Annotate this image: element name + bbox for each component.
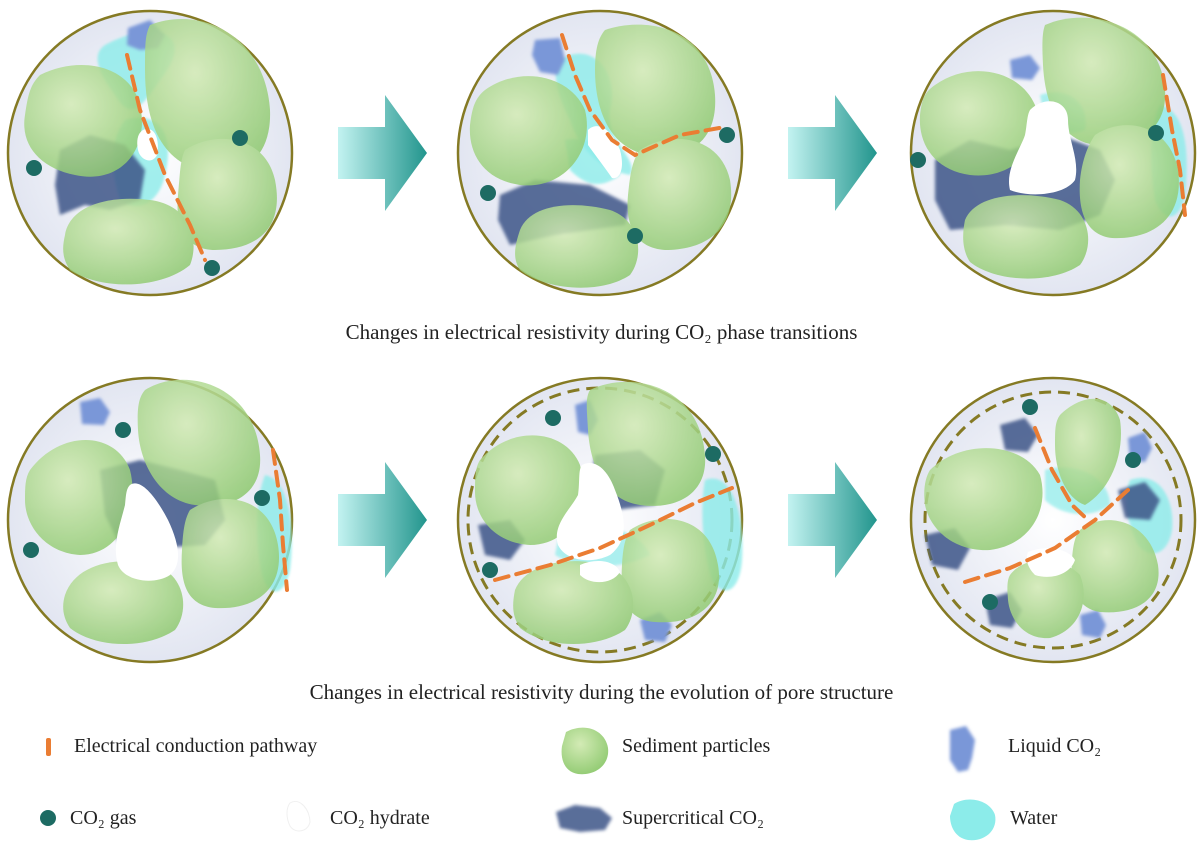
conduction-pathway (125, 53, 207, 262)
legend-hydrate-icon (286, 801, 311, 832)
sediment-particles (924, 398, 1159, 639)
arrow-right-icon (338, 462, 427, 578)
liquid-co2-blob (80, 398, 110, 425)
legend-gas-icon (40, 810, 56, 826)
co2-gas-dots (910, 125, 1164, 168)
conduction-pathway (1161, 73, 1187, 217)
co2-hydrate-pore (556, 462, 624, 561)
co2-hydrate-pore (137, 129, 158, 161)
caption-pore-structure: Changes in electrical resistivity during… (309, 680, 894, 704)
sediment-particles (919, 17, 1179, 279)
liquid-co2-blob (1080, 610, 1106, 638)
legend-sediment-label: Sediment particles (622, 735, 771, 757)
liquid-co2-blob (532, 38, 565, 75)
legend-supercritical-label: Supercritical CO₂ (622, 807, 764, 829)
dashed-pore-boundary (923, 390, 1183, 650)
conduction-pathway (493, 486, 734, 582)
conduction-pathway (271, 448, 289, 592)
liquid-co2-blob (1010, 55, 1040, 80)
sediment-particles (24, 18, 277, 285)
legend-pathway-icon (46, 738, 51, 756)
pore-circle-bottom-1 (6, 376, 294, 664)
legend-gas-label: CO₂ gas (70, 807, 137, 829)
co2-gas-dots (982, 399, 1141, 610)
caption-phase-transitions: Changes in electrical resistivity during… (345, 320, 858, 344)
sediment-particles (469, 24, 732, 288)
co2-gas-dots (26, 130, 248, 276)
co2-hydrate-pore (580, 560, 620, 583)
co2-hydrate-pore (115, 483, 179, 581)
supercritical-co2-blob (1000, 418, 1038, 452)
arrow-right-icon (788, 462, 877, 578)
co2-gas-dots (482, 410, 721, 578)
legend (40, 726, 996, 841)
legend-liquid-icon (950, 726, 975, 772)
arrow-right-icon (788, 95, 877, 211)
legend-pathway-label: Electrical conduction pathway (74, 735, 318, 757)
legend-supercritical-icon (556, 805, 612, 832)
pore-circle-top-1 (6, 9, 294, 297)
conduction-pathway (560, 33, 727, 158)
pore-circle-bottom-3 (909, 376, 1197, 664)
co2-hydrate-pore (1008, 101, 1077, 195)
co2-gas-dots (23, 422, 270, 558)
conduction-pathway (963, 488, 1130, 584)
pore-circle-top-2 (456, 9, 744, 297)
legend-liquid-label: Liquid CO₂ (1008, 735, 1102, 757)
legend-hydrate-label: CO₂ hydrate (330, 807, 430, 829)
pore-circle-top-3 (909, 9, 1197, 297)
legend-sediment-icon (561, 727, 609, 775)
arrow-right-icon (338, 95, 427, 211)
legend-water-icon (950, 799, 996, 841)
sediment-particles (25, 379, 280, 645)
conduction-pathway (1033, 426, 1090, 522)
pore-circle-bottom-2 (456, 376, 744, 664)
co2-gas-dots (480, 127, 735, 244)
legend-water-label: Water (1010, 807, 1058, 829)
